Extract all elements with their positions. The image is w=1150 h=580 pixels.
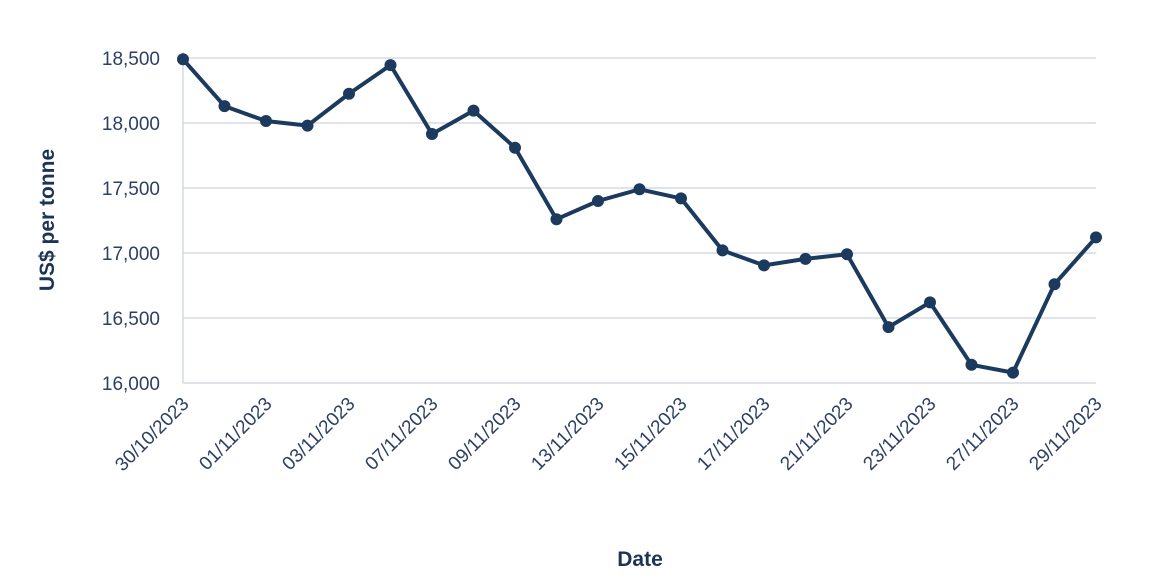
data-point [260, 115, 272, 128]
y-tick-label: 18,500 [102, 49, 160, 70]
data-point [965, 358, 978, 371]
y-tick-label: 17,500 [102, 179, 160, 200]
series-group [177, 53, 1102, 379]
y-tick-label: 16,000 [102, 374, 160, 395]
data-point [426, 128, 438, 141]
x-tick-label: 07/11/2023 [361, 394, 442, 475]
y-tick-label: 16,500 [102, 309, 160, 330]
x-axis-title: Date [617, 548, 663, 571]
data-point [301, 119, 314, 132]
data-point [1090, 231, 1102, 244]
x-tick-label: 13/11/2023 [527, 394, 608, 475]
data-point [841, 248, 853, 261]
data-point [592, 195, 604, 207]
x-tick-label: 15/11/2023 [610, 394, 691, 475]
data-point [1048, 278, 1061, 291]
data-point [384, 59, 397, 72]
y-tick-label: 17,000 [102, 244, 160, 265]
x-tick-label: 29/11/2023 [1025, 394, 1106, 475]
x-tick-label: 09/11/2023 [444, 394, 525, 475]
data-point [218, 100, 231, 113]
series-line [181, 57, 1098, 375]
data-point [343, 87, 355, 100]
x-axis-ticks: 30/10/2023 01/11/2023 03/11/2023 07/11/2023… [111, 394, 1106, 476]
data-point [1007, 366, 1019, 379]
data-point [924, 296, 936, 309]
data-point [633, 183, 646, 196]
data-point [716, 244, 729, 257]
x-tick-label: 23/11/2023 [859, 394, 940, 475]
x-tick-label: 01/11/2023 [195, 394, 276, 475]
data-point [550, 213, 563, 226]
data-point [799, 252, 812, 265]
x-tick-label: 03/11/2023 [278, 394, 359, 475]
x-tick-label: 17/11/2023 [693, 394, 774, 475]
data-point [509, 141, 521, 154]
data-point [467, 104, 480, 117]
y-axis-ticks: 16,000 16,500 17,000 17,500 18,000 18,500 [102, 49, 160, 395]
x-tick-label: 30/10/2023 [111, 394, 193, 476]
x-tick-label: 27/11/2023 [942, 394, 1023, 475]
y-tick-label: 18,000 [102, 114, 160, 135]
gridlines [182, 52, 1096, 384]
y-axis-title: US$ per tonne [36, 149, 59, 291]
data-point [177, 53, 189, 66]
x-tick-label: 21/11/2023 [776, 394, 857, 475]
data-point [882, 321, 895, 334]
data-point [675, 192, 687, 205]
data-point [758, 259, 770, 272]
